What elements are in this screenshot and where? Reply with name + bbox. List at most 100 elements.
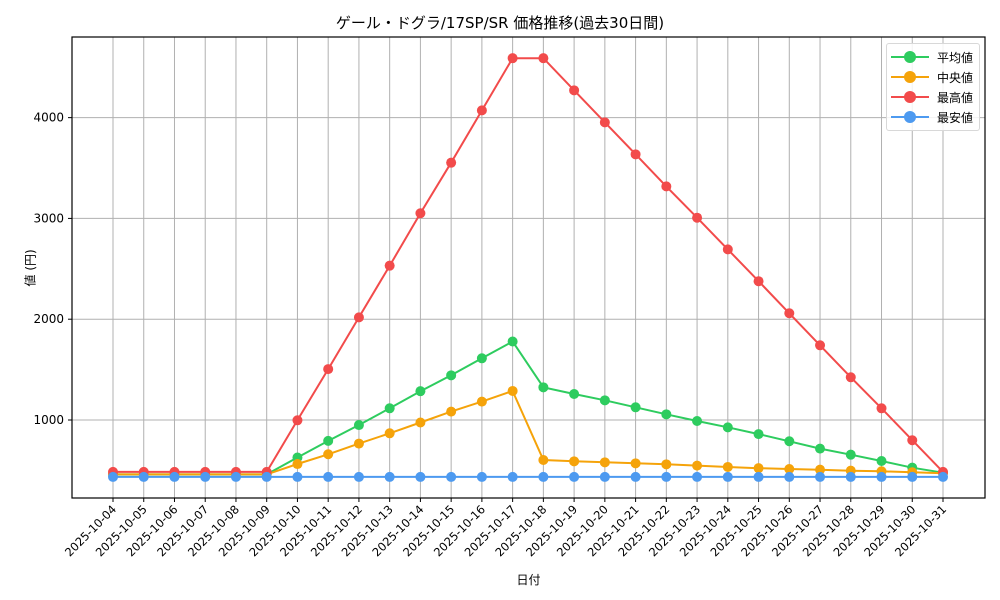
- data-point: [200, 471, 211, 482]
- data-point: [876, 403, 887, 414]
- data-point: [292, 415, 303, 426]
- data-point: [569, 85, 580, 96]
- data-point: [569, 471, 580, 482]
- data-point: [569, 388, 580, 399]
- data-point: [815, 443, 826, 454]
- x-axis-label: 日付: [516, 573, 541, 587]
- y-tick-label: 3000: [33, 211, 64, 225]
- data-point: [845, 372, 856, 383]
- data-point: [323, 449, 334, 460]
- data-point: [876, 471, 887, 482]
- legend-label: 最安値: [937, 110, 974, 125]
- data-point: [538, 455, 549, 466]
- data-point: [630, 149, 641, 160]
- data-point: [784, 471, 795, 482]
- data-point: [815, 471, 826, 482]
- data-point: [661, 471, 672, 482]
- data-point: [476, 471, 487, 482]
- data-point: [507, 385, 518, 396]
- data-point: [784, 436, 795, 447]
- y-tick-label: 1000: [33, 413, 64, 427]
- data-point: [323, 364, 334, 375]
- data-point: [753, 276, 764, 287]
- data-point: [261, 471, 272, 482]
- data-point: [384, 403, 395, 414]
- legend-marker-icon: [891, 111, 929, 123]
- data-point: [630, 471, 641, 482]
- legend-item-2: 最高値: [887, 87, 979, 107]
- data-point: [507, 336, 518, 347]
- legend: 平均値中央値最高値最安値: [886, 43, 980, 131]
- y-axis-label: 値 (円): [23, 249, 38, 287]
- data-point: [692, 460, 703, 471]
- data-point: [630, 458, 641, 469]
- chart-title: ゲール・ドグラ/17SP/SR 価格推移(過去30日間): [335, 14, 665, 32]
- axes-frame: [71, 36, 986, 499]
- data-point: [353, 312, 364, 323]
- legend-item-0: 平均値: [887, 47, 979, 67]
- data-point: [384, 260, 395, 271]
- data-point: [815, 464, 826, 475]
- data-point: [753, 429, 764, 440]
- data-point: [384, 428, 395, 439]
- data-point: [722, 422, 733, 433]
- data-point: [446, 406, 457, 417]
- legend-marker-icon: [891, 71, 929, 83]
- data-point: [384, 471, 395, 482]
- legend-marker-icon: [891, 91, 929, 103]
- data-point: [446, 370, 457, 381]
- data-point: [784, 463, 795, 474]
- data-point: [753, 463, 764, 474]
- data-point: [108, 471, 118, 482]
- data-point: [599, 395, 610, 406]
- data-point: [815, 340, 826, 351]
- data-point: [845, 471, 856, 482]
- series-1: [108, 385, 948, 480]
- data-point: [661, 181, 672, 192]
- data-point: [415, 417, 426, 428]
- series-0: [108, 336, 948, 480]
- data-point: [169, 471, 180, 482]
- data-point: [353, 471, 364, 482]
- data-point: [569, 456, 580, 467]
- data-point: [599, 457, 610, 468]
- data-point: [292, 459, 303, 470]
- data-point: [538, 382, 549, 393]
- data-point: [476, 353, 487, 364]
- data-point: [230, 471, 241, 482]
- series-2: [108, 53, 948, 477]
- data-point: [845, 449, 856, 460]
- y-tick-label: 4000: [33, 111, 64, 125]
- data-point: [692, 415, 703, 426]
- data-point: [353, 438, 364, 449]
- data-point: [446, 157, 457, 168]
- data-point: [876, 456, 887, 467]
- data-point: [661, 459, 672, 470]
- data-point: [722, 471, 733, 482]
- legend-label: 中央値: [937, 70, 974, 85]
- data-point: [507, 471, 518, 482]
- data-point: [753, 471, 764, 482]
- data-point: [353, 420, 364, 431]
- data-point: [446, 471, 457, 482]
- data-point: [507, 53, 518, 64]
- data-point: [323, 435, 334, 446]
- data-point: [599, 117, 610, 128]
- data-point: [630, 402, 641, 413]
- data-point: [415, 386, 426, 397]
- data-point: [476, 396, 487, 407]
- y-tick-label: 2000: [33, 312, 64, 326]
- data-point: [415, 471, 426, 482]
- legend-item-3: 最安値: [887, 107, 979, 127]
- data-point: [784, 308, 795, 319]
- data-point: [292, 471, 303, 482]
- legend-item-1: 中央値: [887, 67, 979, 87]
- data-point: [538, 53, 549, 64]
- data-point: [661, 409, 672, 420]
- data-point: [138, 471, 149, 482]
- data-point: [938, 471, 948, 482]
- data-point: [722, 244, 733, 255]
- data-point: [599, 471, 610, 482]
